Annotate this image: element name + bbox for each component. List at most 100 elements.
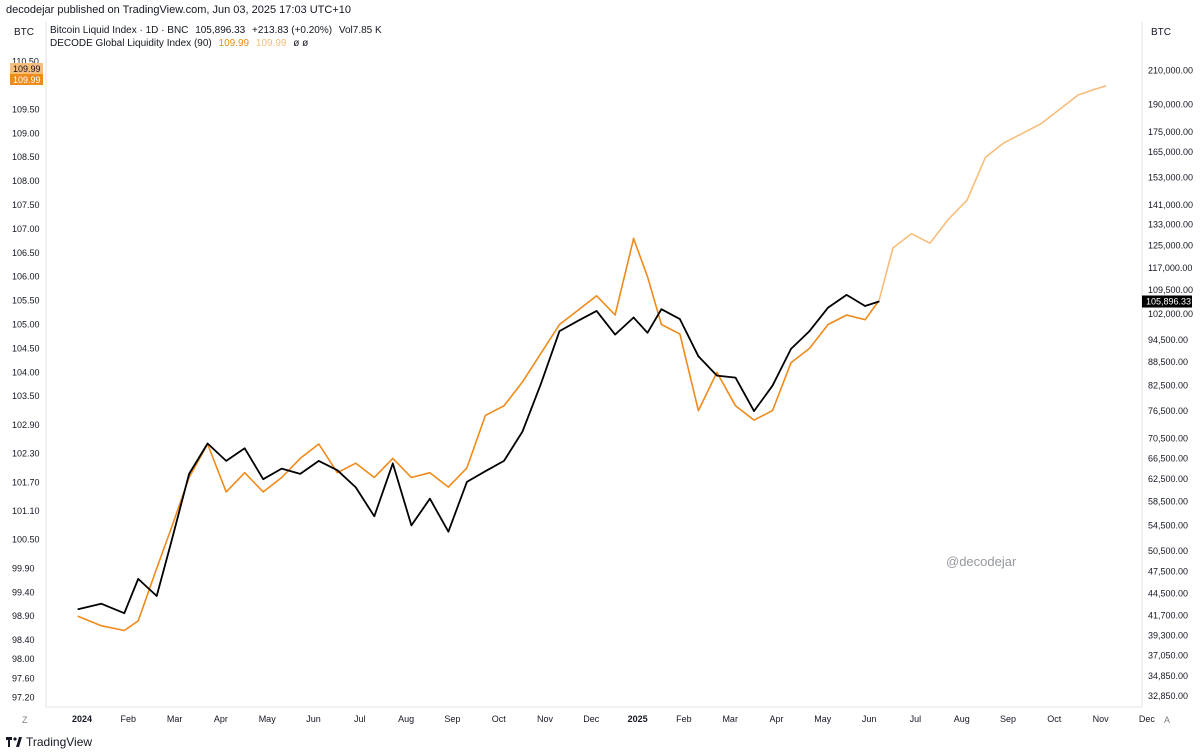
right-tick-label: 66,500.00 [1148,453,1188,463]
series-point-0 [716,371,718,373]
series-point-0 [503,405,505,407]
chart-series [77,85,1107,632]
left-value-badge-text: 109.99 [13,75,41,85]
tradingview-footer: TradingView [6,735,92,749]
legend-gli-extra: ø ø [293,38,309,49]
right-tick-label: 37,050.00 [1148,650,1188,660]
right-tick-label: 109,500.00 [1148,285,1193,295]
left-tick-label: 103.50 [12,391,40,401]
x-tick-label: Sep [1000,714,1016,724]
series-point-2 [697,355,700,357]
series-point-0 [447,486,449,488]
left-value-badge [10,74,43,85]
series-point-2 [484,470,486,472]
series-point-0 [466,467,468,469]
series-point-1 [929,242,931,244]
series-point-2 [679,318,681,320]
series-point-2 [753,410,755,412]
series-point-0 [864,319,866,321]
left-tick-label: 99.40 [12,587,35,597]
auto-scale-toggle[interactable]: A [1164,715,1171,725]
right-tick-label: 70,500.00 [1148,434,1188,444]
series-point-0 [410,476,412,479]
left-tick-label: 101.10 [12,506,40,516]
left-tick-label: 104.00 [12,367,40,377]
series-point-2 [123,612,125,614]
legend-btc-value: 105,896.33 [195,25,246,36]
series-point-2 [100,603,102,605]
left-tick-label: 99.90 [12,563,35,573]
left-tick-label: 106.00 [12,272,40,282]
series-point-1 [1059,108,1061,110]
x-tick-label: Apr [214,714,228,724]
left-tick-label: 107.50 [12,200,40,210]
legend-btc[interactable]: Bitcoin Liquid Index · 1D · BNC 105,896.… [50,25,386,36]
series-point-2 [503,460,505,462]
series-point-0 [614,314,616,316]
left-axis-unit: BTC [14,27,34,38]
left-tick-label: 110.50 [12,57,39,67]
series-point-0 [281,476,283,479]
right-tick-label: 41,700.00 [1148,611,1188,621]
series-point-2 [318,460,320,462]
right-tick-label: 82,500.00 [1148,381,1188,391]
left-tick-label: 105.50 [12,296,40,306]
left-tick-label: 107.00 [12,224,40,234]
series-point-2 [540,383,542,385]
series-point-1 [1105,85,1107,87]
series-point-0 [827,323,829,326]
x-tick-label: Aug [954,714,970,724]
series-point-0 [392,457,394,459]
series-point-1 [1021,132,1024,134]
left-tick-label: 109.00 [12,128,40,138]
series-point-0 [660,323,663,326]
right-tick-label: 50,500.00 [1148,546,1188,556]
chart-axes [45,22,1143,708]
right-tick-label: 141,000.00 [1148,200,1193,210]
right-tick-label: 125,000.00 [1148,241,1193,251]
left-tick-label: 108.50 [12,152,40,162]
left-tick-label: 98.40 [12,635,35,645]
series-point-0 [540,352,542,354]
series-point-0 [596,295,598,297]
right-tick-label: 175,000.00 [1148,127,1193,137]
left-tick-label: 102.90 [12,420,40,430]
series-point-2 [156,595,158,597]
legend-gli[interactable]: DECODE Global Liquidity Index (90) 109.9… [50,38,312,49]
series-point-2 [262,478,264,480]
series-point-2 [790,348,792,350]
left-tick-label: 105.00 [12,320,40,330]
right-tick-label: 34,850.00 [1148,671,1188,681]
x-tick-label: Oct [492,714,507,724]
series-point-1 [910,233,913,235]
series-point-0 [170,529,172,531]
x-tick-label: Oct [1047,714,1062,724]
series-point-0 [734,405,737,407]
x-tick-label: Nov [537,714,554,724]
right-tick-label: 190,000.00 [1148,99,1193,109]
left-tick-label: 101.70 [12,477,40,487]
series-point-2 [558,330,561,332]
left-tick-label: 102.30 [12,449,40,459]
x-tick-label: Jul [354,714,366,724]
x-tick-label: Mar [722,714,738,724]
right-tick-label: 54,500.00 [1148,520,1188,530]
series-point-0 [771,410,774,412]
series-point-2 [373,515,375,517]
log-toggle-left[interactable]: Z [22,715,28,725]
series-point-1 [1077,94,1079,96]
series-point-2 [170,543,172,546]
x-tick-label: Aug [398,714,414,724]
left-tick-label: 98.90 [12,611,35,621]
series-point-0 [299,457,301,459]
series-point-2 [355,486,357,488]
series-point-2 [614,334,616,336]
series-point-0 [336,472,338,474]
series-point-0 [123,629,125,632]
legend-btc-name: Bitcoin Liquid Index · 1D · BNC [50,25,189,36]
series-point-2 [808,330,811,332]
series-point-1 [892,247,894,249]
series-point-0 [262,491,264,493]
x-tick-label: Jul [910,714,922,724]
